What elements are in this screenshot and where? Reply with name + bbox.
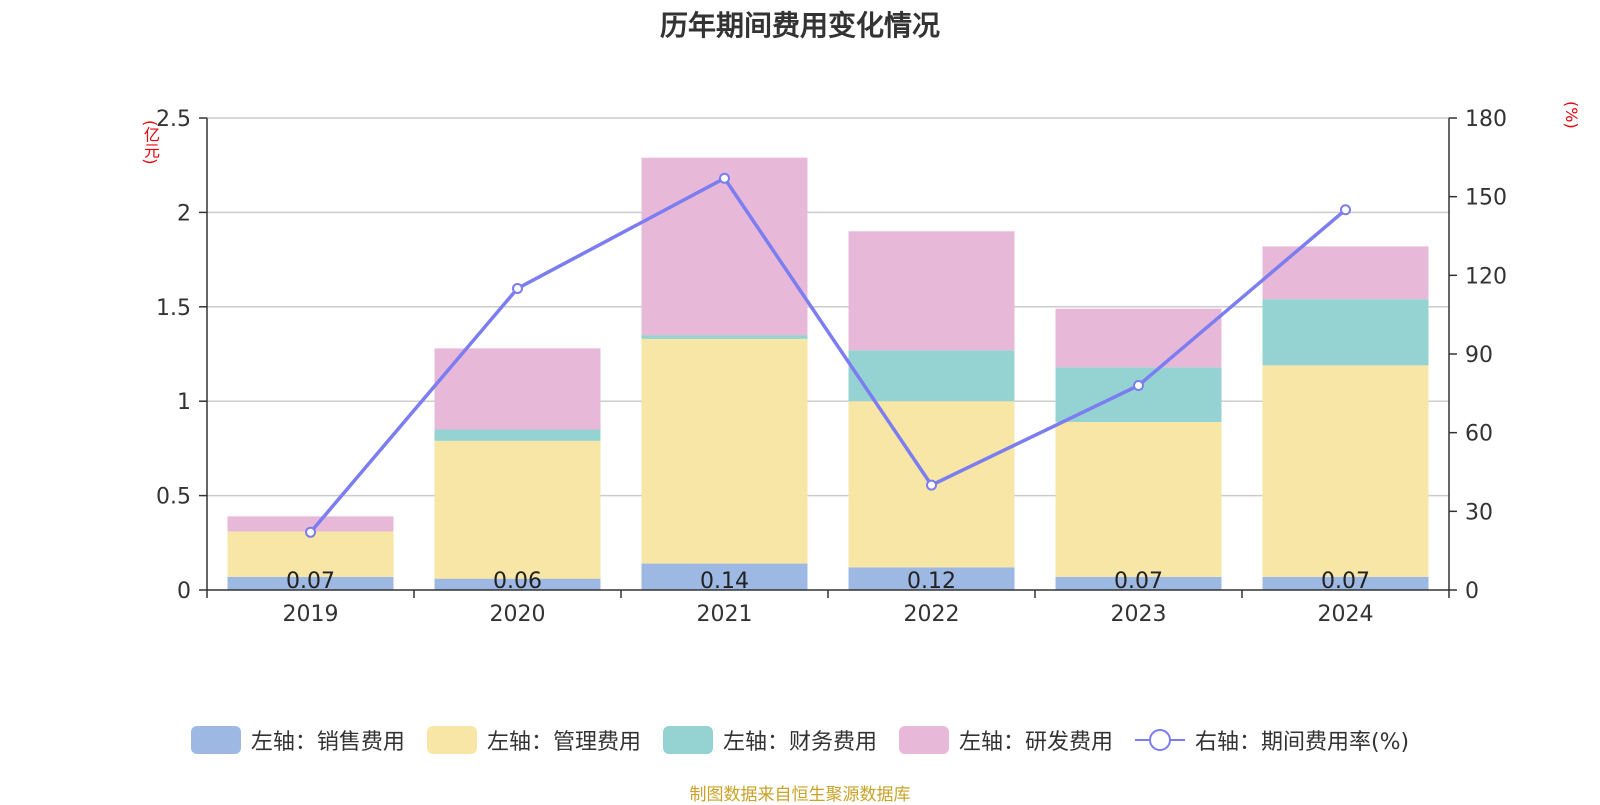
bar-sales-2021 [641,563,808,590]
left-axis-tick-label: 0.5 [156,485,191,510]
legend-item-rd[interactable]: 左轴：研发费用 [898,724,1113,756]
bar-sales-2023 [1055,576,1222,590]
bar-sales-2019 [227,576,394,590]
left-axis-unit: (亿元) [141,120,160,165]
chart-title: 历年期间费用变化情况 [659,9,940,42]
legend-swatch-sales [190,726,241,754]
legend-item-sales[interactable]: 左轴：销售费用 [190,724,405,756]
right-axis-tick-label: 30 [1465,500,1493,525]
x-axis-tick-label: 2021 [697,602,753,627]
x-axis-tick-label: 2020 [490,602,546,627]
bar-sales-2024 [1262,576,1429,590]
right-axis-unit: (%) [1562,101,1581,129]
legend-rate-marker [1148,729,1171,751]
legend-item-finance[interactable]: 左轴：财务费用 [662,724,877,756]
right-axis-tick-label: 180 [1465,107,1507,132]
legend-swatch-finance [662,726,713,754]
rate-point-2019 [305,526,316,538]
legend-swatch-rate [1134,726,1185,754]
rate-point-2022 [926,479,937,491]
x-axis-tick-label: 2024 [1318,602,1374,627]
bar-finance-2022 [848,350,1015,402]
rate-point-2023 [1133,379,1144,391]
legend-item-admin[interactable]: 左轴：管理费用 [426,724,641,756]
legend-swatch-admin [426,726,477,754]
bar-sales-2020 [434,578,601,590]
x-axis-tick-label: 2023 [1111,602,1167,627]
bar-finance-2020 [434,429,601,441]
bar-rd-2020 [434,348,601,430]
bar-rd-2024 [1262,246,1429,300]
source-footer: 制图数据来自恒生聚源数据库 [689,785,911,805]
x-axis-tick-label: 2019 [283,602,339,627]
x-axis-tick-label: 2022 [904,602,960,627]
bar-rd-2022 [848,231,1015,351]
bar-admin-2023 [1055,421,1222,577]
right-axis-tick-label: 60 [1465,422,1493,447]
bar-admin-2020 [434,440,601,579]
rate-point-2020 [512,282,523,294]
legend-label-rd: 左轴：研发费用 [958,730,1113,755]
left-axis-tick-label: 2 [177,201,191,226]
right-axis-tick-label: 0 [1465,579,1479,604]
legend-label-sales: 左轴：销售费用 [250,730,405,755]
bar-finance-2024 [1262,299,1429,366]
legend-label-rate: 右轴：期间费用率(%) [1194,730,1410,755]
bar-sales-2022 [848,567,1015,590]
bar-finance-2021 [641,335,808,339]
bar-admin-2019 [227,531,394,577]
left-axis-tick-label: 1 [177,390,191,415]
legend-label-finance: 左轴：财务费用 [722,730,877,755]
legend-swatch-rd [898,726,949,754]
right-axis-tick-label: 120 [1465,264,1507,289]
bar-admin-2024 [1262,365,1429,577]
legend-item-rate[interactable]: 右轴：期间费用率(%) [1134,724,1410,756]
right-axis-tick-label: 90 [1465,343,1493,368]
left-axis-tick-label: 0 [177,579,191,604]
chart-legend: 左轴：销售费用 左轴：管理费用 左轴：财务费用 左轴：研发费用 右轴：期间费用率… [0,724,1600,756]
bar-admin-2021 [641,338,808,564]
right-axis-tick-label: 150 [1465,186,1507,211]
rate-point-2024 [1340,204,1351,216]
legend-label-admin: 左轴：管理费用 [486,730,641,755]
rate-line [309,176,1347,534]
bar-rd-2019 [227,516,394,532]
bar-rd-2021 [641,157,808,336]
rate-point-2021 [719,172,730,184]
left-axis-tick-label: 1.5 [156,296,191,321]
left-axis-tick-label: 2.5 [156,107,191,132]
